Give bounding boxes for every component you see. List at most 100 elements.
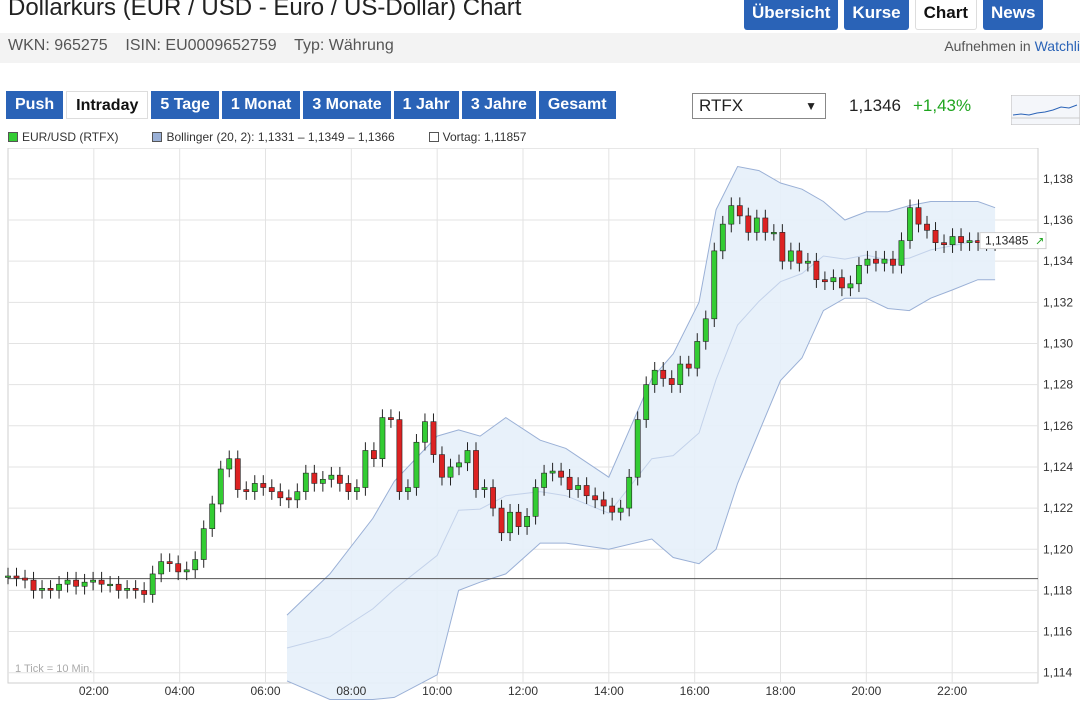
y-tick-label: 1,128 (1043, 378, 1073, 392)
isin-label: ISIN: EU0009652759 (125, 37, 277, 54)
candle-body (643, 384, 650, 420)
candle-body (966, 240, 973, 243)
mini-chart-thumbnail[interactable] (1011, 95, 1080, 125)
range-tab-intraday[interactable]: Intraday (66, 91, 149, 119)
candle-body (787, 250, 794, 262)
candle-body (456, 462, 462, 468)
tab-kurse[interactable]: Kurse (844, 0, 909, 30)
candle-body (498, 507, 505, 534)
exchange-selected-value: RTFX (699, 96, 744, 115)
range-tab-5-tage[interactable]: 5 Tage (151, 91, 219, 119)
range-tab-push[interactable]: Push (6, 91, 64, 119)
candle-body (813, 260, 820, 280)
candle-body (234, 458, 241, 490)
type-label: Typ: Währung (294, 37, 394, 54)
candle-body (762, 217, 769, 233)
range-tabs: Push Intraday 5 Tage 1 Monat 3 Monate 1 … (6, 91, 616, 119)
legend-swatch-vortag (428, 132, 439, 142)
range-tab-3-monate[interactable]: 3 Monate (303, 91, 391, 119)
exchange-select[interactable]: RTFX ▼ (692, 93, 826, 119)
candle-body (583, 485, 590, 497)
y-tick-label: 1,138 (1043, 172, 1073, 186)
range-tab-gesamt[interactable]: Gesamt (538, 91, 616, 119)
candle-body (532, 487, 539, 517)
candle-body (353, 487, 360, 492)
x-tick-label: 18:00 (765, 684, 795, 698)
tab-news[interactable]: News (983, 0, 1044, 30)
bollinger-middle-line (286, 240, 996, 649)
candle-body (183, 569, 190, 573)
candle-body (422, 421, 428, 443)
candle-body (345, 483, 352, 492)
candle-body (439, 454, 445, 478)
candle-body (132, 588, 139, 591)
candle-body (685, 363, 692, 369)
y-tick-label: 1,118 (1043, 583, 1072, 597)
tab-uebersicht[interactable]: Übersicht (744, 0, 839, 30)
candle-body (13, 575, 20, 579)
candle-body (311, 472, 318, 484)
candle-body (873, 258, 879, 264)
candle-body (98, 579, 105, 585)
bollinger-upper-line (286, 165, 996, 616)
candle-body (881, 258, 888, 264)
candle-body (719, 223, 726, 252)
range-tab-1-jahr[interactable]: 1 Jahr (393, 91, 459, 119)
candle-body (81, 581, 88, 587)
candle-body (915, 207, 922, 225)
candle-body (371, 450, 377, 460)
candle-body (302, 472, 309, 492)
x-tick-label: 02:00 (79, 684, 109, 698)
tab-chart[interactable]: Chart (914, 0, 978, 30)
range-tab-3-jahre[interactable]: 3 Jahre (461, 91, 536, 119)
candle-body (73, 579, 79, 587)
candle-body (388, 417, 394, 420)
up-arrow-icon: ↗ (1035, 235, 1044, 248)
candle-body (736, 205, 743, 217)
candle-body (200, 528, 207, 560)
y-tick-label: 1,116 (1043, 625, 1072, 639)
y-tick-label: 1,122 (1043, 501, 1073, 515)
legend-item-bollinger: Bollinger (20, 2): 1,1331 – 1,1349 – 1,1… (152, 130, 395, 144)
candle-body (592, 495, 599, 501)
legend-item-vortag: Vortag: 1,11857 (428, 130, 526, 144)
candle-body (294, 491, 301, 501)
candle-body (753, 217, 760, 233)
x-tick-label: 06:00 (250, 684, 280, 698)
x-tick-label: 16:00 (680, 684, 710, 698)
range-tab-1-monat[interactable]: 1 Monat (221, 91, 301, 119)
candle-body (473, 450, 479, 490)
candle-body (319, 478, 326, 484)
candle-body (64, 579, 71, 585)
candle-body (141, 590, 148, 595)
chevron-down-icon: ▼ (805, 99, 817, 113)
candle-body (677, 363, 684, 385)
candle-body (924, 223, 930, 231)
candle-body (115, 583, 122, 591)
x-tick-label: 10:00 (422, 684, 452, 698)
candle-body (158, 561, 165, 575)
candle-body (524, 516, 530, 527)
bollinger-band-fill (287, 166, 996, 700)
chart-legend: EUR/USD (RTFX) Bollinger (20, 2): 1,1331… (8, 130, 526, 144)
candle-body (481, 487, 488, 490)
candlestick-chart[interactable]: 02:00 04:00 06:00 08:00 10:00 12:00 14:00 16:00… (0, 148, 1080, 706)
candle-body (124, 588, 131, 591)
candle-body (541, 472, 547, 488)
candle-body (277, 491, 284, 499)
candle-body (566, 476, 573, 490)
legend-bollinger-label: Bollinger (20, 2): 1,1331 – 1,1349 – 1,1… (166, 130, 395, 144)
x-tick-label: 14:00 (594, 684, 624, 698)
candle-body (958, 236, 964, 243)
watchlist-link[interactable]: Watchli (1034, 38, 1080, 54)
last-price: 1,1346 (849, 96, 901, 115)
top-navigation: Übersicht Kurse Chart News (744, 0, 1044, 30)
candle-body (175, 563, 182, 573)
candle-body (166, 561, 173, 564)
candle-body (47, 588, 54, 591)
candle-body (549, 470, 556, 474)
candle-body (600, 499, 607, 507)
candle-body (617, 507, 624, 513)
last-value-label: 1,13485 (985, 234, 1029, 248)
y-tick-label: 1,126 (1043, 419, 1073, 433)
